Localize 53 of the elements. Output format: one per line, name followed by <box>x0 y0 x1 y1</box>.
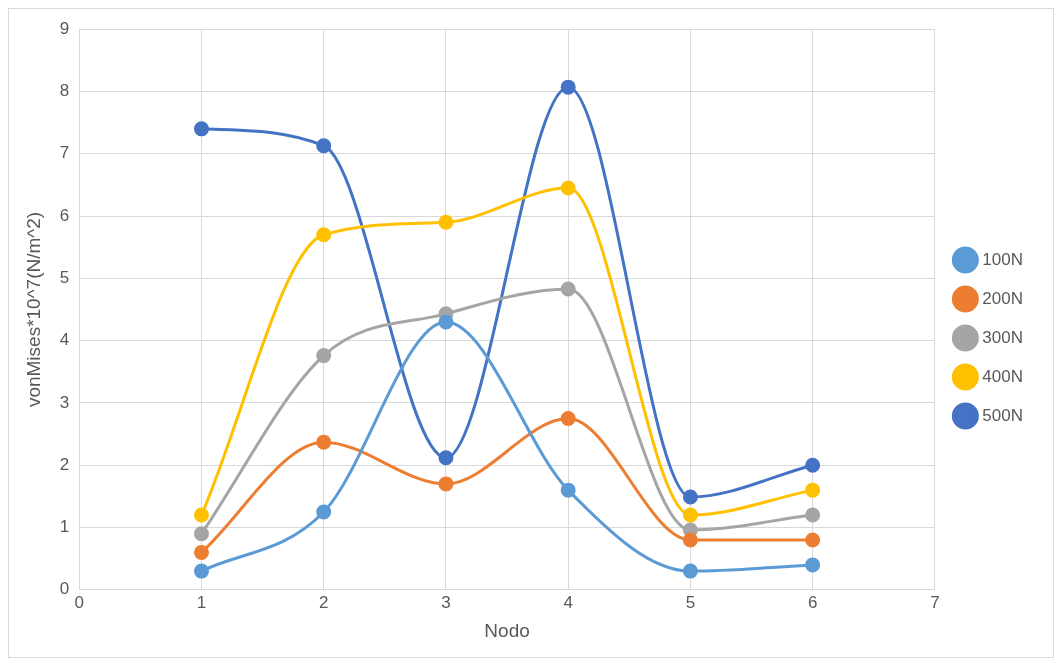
legend-label: 500N <box>982 405 1023 425</box>
point <box>438 314 454 330</box>
x-tick-label: 5 <box>685 592 696 612</box>
point <box>193 507 209 523</box>
y-tick-label: 9 <box>59 18 70 38</box>
point <box>193 544 209 560</box>
point <box>193 121 209 137</box>
point <box>805 557 821 573</box>
y-tick-label: 3 <box>59 392 70 412</box>
point <box>193 526 209 542</box>
legend-label: 400N <box>982 366 1023 386</box>
y-tick-label: 0 <box>59 579 70 599</box>
x-tick-label: 0 <box>74 592 84 612</box>
point <box>682 507 698 523</box>
point <box>805 532 821 548</box>
point <box>682 489 698 505</box>
point <box>438 214 454 230</box>
x-tick-label: 7 <box>930 592 940 612</box>
point <box>560 281 576 297</box>
point <box>438 476 454 492</box>
point <box>560 482 576 498</box>
y-tick-label: 2 <box>59 454 70 474</box>
x-tick-label: 2 <box>318 592 329 612</box>
x-axis-title: Nodo <box>484 619 530 641</box>
x-tick-label: 6 <box>807 592 818 612</box>
y-tick-label: 1 <box>59 517 70 537</box>
legend-label: 100N <box>982 249 1023 269</box>
point <box>193 563 209 579</box>
y-tick-label: 8 <box>59 81 70 101</box>
point <box>560 180 576 196</box>
point <box>805 482 821 498</box>
x-tick-label: 3 <box>441 592 451 612</box>
point <box>560 79 576 95</box>
y-tick-label: 6 <box>59 205 70 225</box>
y-tick-label: 4 <box>59 330 70 350</box>
point <box>316 138 332 154</box>
point <box>805 457 821 473</box>
point <box>316 227 332 243</box>
point <box>438 450 454 466</box>
point <box>316 348 332 364</box>
legend-label: 300N <box>982 327 1023 347</box>
point <box>316 434 332 450</box>
x-tick-label: 4 <box>563 592 573 612</box>
point <box>682 532 698 548</box>
point <box>682 563 698 579</box>
x-tick-label: 1 <box>196 592 207 612</box>
legend-label: 200N <box>982 288 1023 308</box>
point <box>805 507 821 523</box>
point <box>560 411 576 427</box>
y-tick-label: 5 <box>59 268 70 288</box>
y-tick-label: 7 <box>59 143 70 163</box>
y-axis-title: vonMises*10^7(N/m^2) <box>22 211 44 408</box>
point <box>316 504 332 520</box>
